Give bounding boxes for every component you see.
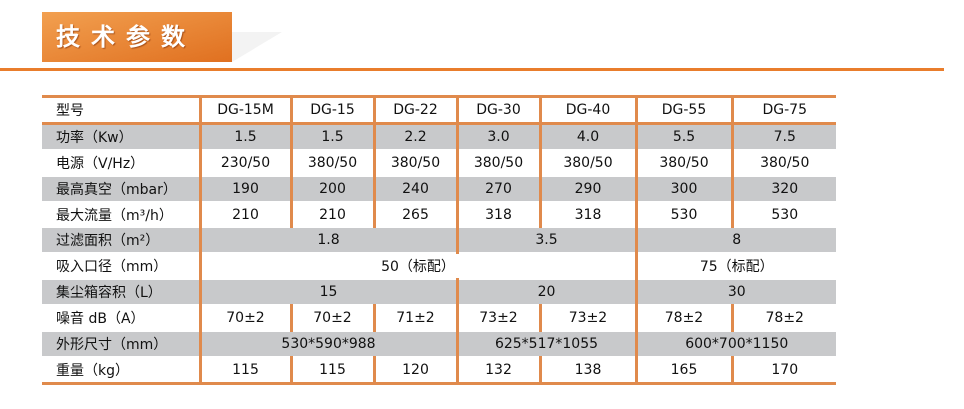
table-row: 电源（V/Hz） 230/50 380/50 380/50 380/50 380/50 38… [42,149,836,176]
table-row: 最高真空（mbar） 190 200 240 270 290 300 320 [42,175,836,202]
model-header-cell: DG-15M [198,95,291,125]
header-tab-shape [42,12,282,62]
value-cell: 380/50 [634,149,732,176]
value-cell: 4.0 [538,123,636,150]
value-cell: 30 [634,279,836,306]
value-cell: 71±2 [372,305,457,332]
value-cell: 70±2 [198,305,291,332]
value-cell: 200 [289,175,374,202]
value-cell: 530*590*988 [198,331,457,357]
table-row: 过滤面积（m²） 1.8 3.5 8 [42,227,836,254]
row-label-cell: 噪音 dB（A） [42,305,200,332]
value-cell: 625*517*1055 [455,331,636,357]
row-label-cell: 电源（V/Hz） [42,149,200,176]
value-cell: 3.0 [455,123,540,150]
header-divider [0,68,944,71]
value-cell: 1.5 [198,123,291,150]
row-label-cell: 最大流量（m³/h） [42,201,200,228]
table-row: 功率（Kw） 1.5 1.5 2.2 3.0 4.0 5.5 7.5 [42,123,836,150]
value-cell: 138 [538,356,636,385]
table-row: 噪音 dB（A） 70±2 70±2 71±2 73±2 73±2 78±2 78±2 [42,305,836,332]
value-cell: 380/50 [455,149,540,176]
model-header-cell: DG-55 [634,95,732,125]
value-cell: 230/50 [198,149,291,176]
table-row: 集尘箱容积（L） 15 20 30 [42,279,836,306]
row-label-cell: 重量（kg） [42,356,200,385]
row-label-cell: 过滤面积（m²） [42,227,200,254]
value-cell: 50（标配） [198,253,636,280]
value-cell: 165 [634,356,732,385]
row-label-cell: 最高真空（mbar） [42,175,200,202]
value-cell: 318 [538,201,636,228]
value-cell: 115 [198,356,291,385]
value-cell: 20 [455,279,636,306]
value-cell: 73±2 [538,305,636,332]
value-cell: 380/50 [372,149,457,176]
model-header-cell: DG-22 [372,95,457,125]
value-cell: 290 [538,175,636,202]
value-cell: 120 [372,356,457,385]
value-cell: 318 [455,201,540,228]
value-cell: 78±2 [634,305,732,332]
value-cell: 8 [634,227,836,254]
value-cell: 380/50 [538,149,636,176]
value-cell: 210 [289,201,374,228]
value-cell: 270 [455,175,540,202]
value-cell: 2.2 [372,123,457,150]
value-cell: 78±2 [730,305,836,332]
value-cell: 3.5 [455,227,636,254]
model-header-cell: DG-75 [730,95,836,125]
value-cell: 5.5 [634,123,732,150]
header-label-cell: 型号 [42,95,200,125]
model-header-cell: DG-15 [289,95,374,125]
value-cell: 530 [730,201,836,228]
table-row: 外形尺寸（mm） 530*590*988 625*517*1055 600*700*1… [42,331,836,357]
value-cell: 530 [634,201,732,228]
table-row: 重量（kg） 115 115 120 132 138 165 170 [42,356,836,385]
table-header-row: 型号 DG-15M DG-15 DG-22 DG-30 DG-40 DG-55 DG-75 [42,95,836,125]
model-header-cell: DG-30 [455,95,540,125]
value-cell: 320 [730,175,836,202]
value-cell: 132 [455,356,540,385]
value-cell: 170 [730,356,836,385]
row-label-cell: 吸入口径（mm） [42,253,200,280]
value-cell: 380/50 [289,149,374,176]
value-cell: 240 [372,175,457,202]
row-label-cell: 功率（Kw） [42,123,200,150]
value-cell: 190 [198,175,291,202]
value-cell: 600*700*1150 [634,331,836,357]
section-header-tab: 技术参数 [42,12,282,62]
value-cell: 115 [289,356,374,385]
value-cell: 300 [634,175,732,202]
row-label-cell: 外形尺寸（mm） [42,331,200,357]
row-label-cell: 集尘箱容积（L） [42,279,200,306]
value-cell: 75（标配） [634,253,836,280]
value-cell: 1.5 [289,123,374,150]
value-cell: 265 [372,201,457,228]
table-row: 吸入口径（mm） 50（标配） 75（标配） [42,253,836,280]
model-header-cell: DG-40 [538,95,636,125]
table-row: 最大流量（m³/h） 210 210 265 318 318 530 530 [42,201,836,228]
value-cell: 73±2 [455,305,540,332]
value-cell: 15 [198,279,457,306]
value-cell: 210 [198,201,291,228]
value-cell: 70±2 [289,305,374,332]
page-title: 技术参数 [56,23,196,51]
value-cell: 7.5 [730,123,836,150]
value-cell: 1.8 [198,227,457,254]
value-cell: 380/50 [730,149,836,176]
spec-table: 型号 DG-15M DG-15 DG-22 DG-30 DG-40 DG-55 DG-75 功率… [42,95,836,385]
